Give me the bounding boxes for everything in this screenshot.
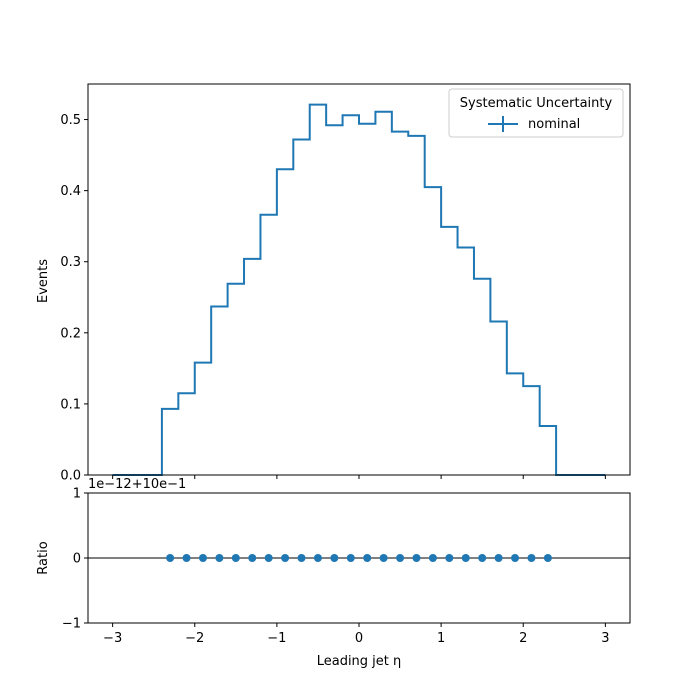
ratio-x-tick-label: −1 — [267, 631, 286, 646]
ratio-y-ticks: −1 0 1 — [62, 487, 88, 632]
legend: Systematic Uncertainty nominal — [448, 88, 624, 138]
histogram-step-line — [112, 103, 606, 476]
ratio-x-tick-label: −2 — [185, 631, 204, 646]
main-y-tick-label: 0.5 — [60, 113, 81, 128]
ratio-offset-text: 1e−12+10e−1 — [88, 477, 186, 492]
legend-entry-nominal: nominal — [528, 117, 580, 132]
ratio-point — [527, 554, 536, 562]
ratio-point — [461, 554, 470, 562]
ratio-y-tick-label: 0 — [73, 552, 81, 567]
ratio-point — [511, 554, 520, 562]
ratio-y-axis-label: Ratio — [36, 541, 51, 574]
main-panel: 0.0 0.1 0.2 0.3 0.4 0.5 Events Systematic Unc… — [36, 83, 631, 484]
main-plot-area — [88, 84, 630, 475]
ratio-axes-frame — [87, 492, 631, 624]
ratio-point — [543, 554, 552, 562]
ratio-x-tick-label: 1 — [437, 631, 445, 646]
ratio-point — [428, 554, 437, 562]
ratio-point — [363, 554, 372, 562]
ratio-point — [379, 554, 388, 562]
main-y-tick-label: 0.0 — [60, 469, 81, 484]
ratio-x-tick-label: 2 — [519, 631, 527, 646]
ratio-point — [182, 554, 191, 562]
ratio-y-tick-label: 1 — [73, 487, 81, 502]
main-x-ticks — [112, 475, 606, 479]
main-y-axis-label: Events — [36, 259, 51, 303]
ratio-x-tick-label: −3 — [103, 631, 122, 646]
ratio-point — [281, 554, 290, 562]
ratio-x-axis-label: Leading jet η — [317, 654, 402, 669]
ratio-point — [346, 554, 355, 562]
ratio-point — [215, 554, 224, 562]
ratio-x-tick-label: 3 — [601, 631, 609, 646]
main-y-tick-label: 0.2 — [60, 326, 81, 341]
ratio-point — [231, 554, 240, 562]
ratio-point — [445, 554, 454, 562]
ratio-points — [166, 554, 552, 562]
ratio-point — [297, 554, 306, 562]
main-y-ticks: 0.0 0.1 0.2 0.3 0.4 0.5 — [60, 113, 88, 484]
ratio-point — [412, 554, 421, 562]
ratio-x-tick-label: 0 — [355, 631, 363, 646]
main-y-tick-label: 0.1 — [60, 397, 81, 412]
main-y-tick-label: 0.4 — [60, 184, 81, 199]
main-axes-frame — [87, 83, 631, 476]
ratio-point — [264, 554, 273, 562]
legend-title: Systematic Uncertainty — [460, 96, 613, 111]
ratio-y-tick-label: −1 — [62, 617, 81, 632]
ratio-point — [494, 554, 503, 562]
ratio-point — [166, 554, 175, 562]
ratio-point — [396, 554, 405, 562]
ratio-point — [330, 554, 339, 562]
ratio-point — [248, 554, 257, 562]
ratio-point — [198, 554, 207, 562]
ratio-point — [478, 554, 487, 562]
ratio-panel: −3 −2 −1 0 1 2 3 −1 0 1 1e−12+10e−1 Ratio Leadin… — [36, 477, 631, 669]
ratio-point — [313, 554, 322, 562]
ratio-x-ticks: −3 −2 −1 0 1 2 3 — [103, 623, 610, 646]
main-y-tick-label: 0.3 — [60, 255, 81, 270]
